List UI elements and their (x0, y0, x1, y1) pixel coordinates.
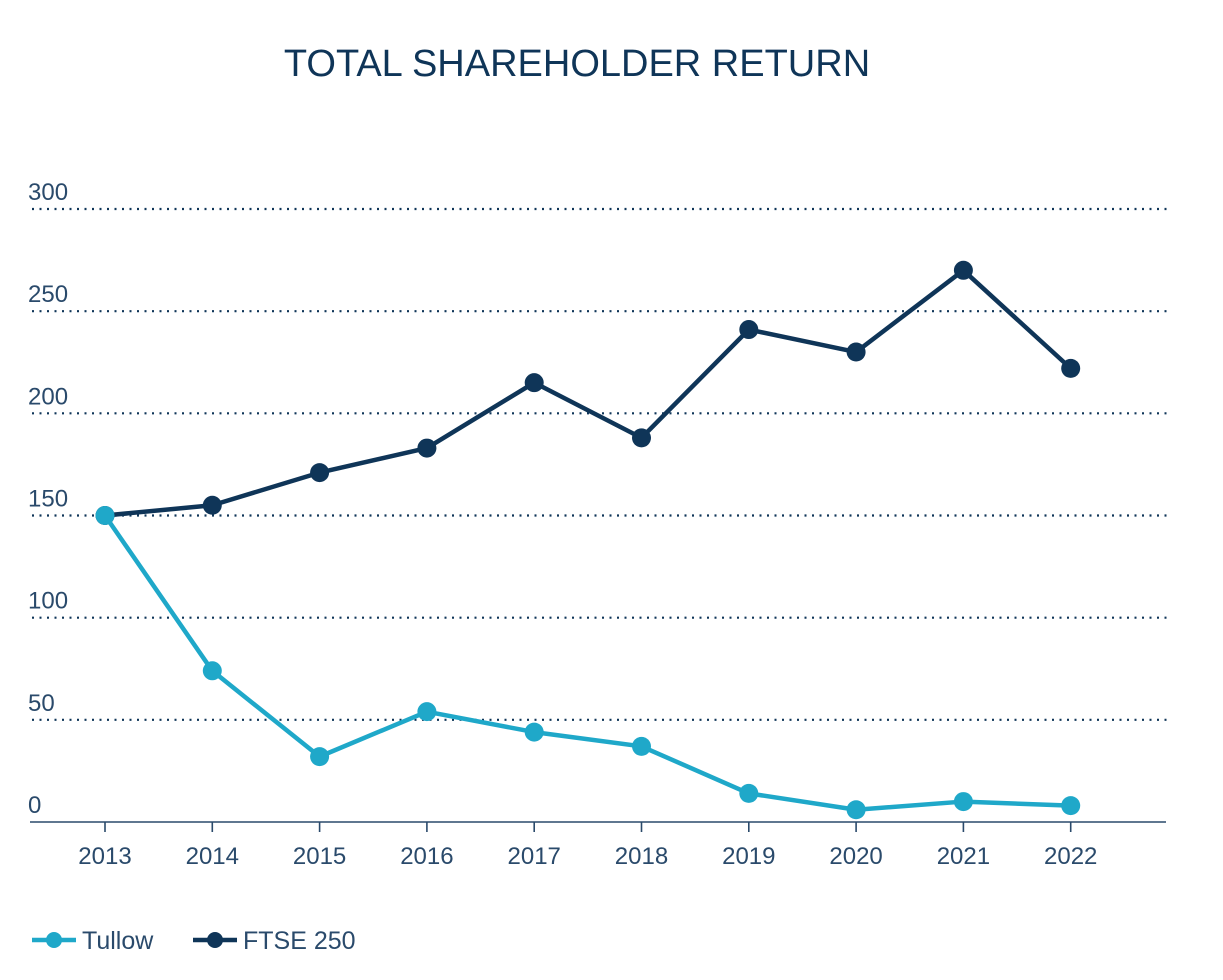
data-point-tullow-2016 (417, 702, 437, 722)
legend-item-tullow: Tullow (32, 927, 154, 955)
x-tick-label: 2013 (78, 843, 131, 870)
y-tick-label: 300 (28, 179, 68, 206)
data-point-ftse-250-2017 (524, 373, 544, 393)
data-point-tullow-2019 (739, 783, 759, 803)
y-axis-tick-labels: 0 50 100 150 200 250 300 (28, 179, 68, 819)
x-tick-label: 2020 (829, 843, 882, 870)
y-tick-label: 100 (28, 588, 68, 615)
data-point-ftse-250-2015 (310, 463, 330, 483)
legend-swatch-marker (207, 932, 223, 948)
legend-label: FTSE 250 (243, 927, 356, 955)
x-tick-label: 2015 (293, 843, 346, 870)
legend-label: Tullow (82, 927, 154, 955)
legend-swatch-marker (46, 932, 62, 948)
data-point-tullow-2017 (524, 722, 544, 742)
y-tick-label: 150 (28, 486, 68, 513)
series-tullow (95, 506, 1081, 820)
data-point-ftse-250-2022 (1061, 358, 1081, 378)
data-point-ftse-250-2018 (632, 428, 651, 448)
x-axis: 2013 2014 2015 2016 2017 2018 2019 2020 2021 2022 (30, 821, 1166, 870)
gridlines (32, 207, 1168, 721)
series-line-ftse-250 (102, 268, 1073, 518)
data-point-tullow-2021 (953, 792, 973, 812)
x-tick-label: 2017 (508, 843, 561, 870)
x-tick-label: 2014 (186, 843, 239, 870)
x-tick-label: 2022 (1044, 843, 1097, 870)
data-point-ftse-250-2016 (417, 438, 437, 458)
data-point-ftse-250-2020 (846, 342, 866, 362)
legend: Tullow FTSE 250 (32, 927, 356, 955)
series-line-tullow (102, 513, 1073, 812)
data-point-ftse-250-2014 (202, 495, 222, 515)
series-layer (95, 260, 1081, 820)
x-tick-label: 2021 (937, 843, 990, 870)
x-tick-label: 2019 (722, 843, 775, 870)
data-point-ftse-250-2019 (739, 320, 759, 340)
y-tick-label: 0 (28, 792, 41, 819)
y-tick-label: 250 (28, 281, 68, 308)
data-point-ftse-250-2021 (953, 260, 973, 280)
x-tick-label: 2016 (400, 843, 453, 870)
series-ftse-250 (95, 260, 1081, 525)
y-tick-label: 50 (28, 690, 55, 717)
x-tick-label: 2018 (615, 843, 668, 870)
data-point-tullow-2018 (632, 736, 651, 756)
y-tick-label: 200 (28, 383, 68, 410)
data-point-tullow-2014 (202, 661, 222, 681)
data-point-tullow-2013 (95, 506, 115, 525)
data-point-tullow-2022 (1061, 796, 1081, 816)
data-point-tullow-2015 (310, 747, 330, 767)
chart-title: TOTAL SHAREHOLDER RETURN (284, 43, 870, 85)
legend-item-ftse-250: FTSE 250 (193, 927, 356, 955)
data-point-tullow-2020 (846, 800, 866, 820)
